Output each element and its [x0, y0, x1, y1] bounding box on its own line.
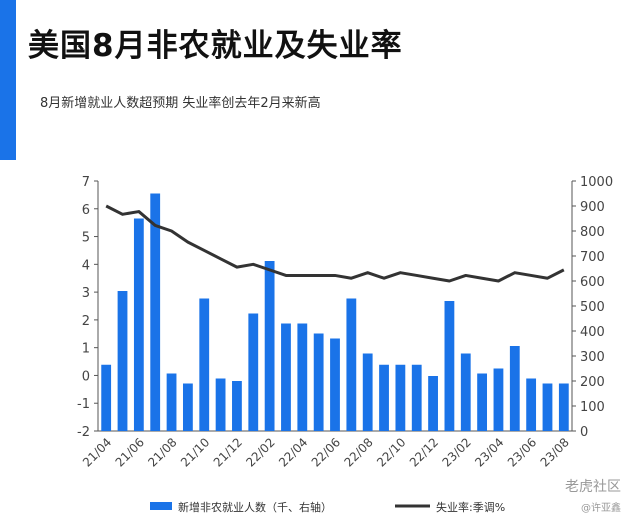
- left-tick-label: 2: [82, 314, 90, 329]
- left-tick-label: -2: [77, 425, 90, 440]
- bar: [362, 353, 373, 431]
- x-tick-label: 22/02: [243, 435, 277, 469]
- x-tick-label: 22/06: [309, 435, 343, 469]
- legend-bar-label: 新增非农就业人数（千、右轴）: [178, 500, 332, 514]
- bar: [460, 353, 471, 431]
- bar: [182, 383, 193, 431]
- left-tick-label: 7: [82, 175, 90, 190]
- bar: [477, 373, 488, 431]
- bar: [313, 333, 324, 431]
- x-tick-label: 22/12: [407, 435, 441, 469]
- left-tick-label: 6: [82, 203, 90, 218]
- bar: [297, 323, 308, 431]
- bar: [232, 381, 242, 431]
- bar: [264, 261, 275, 431]
- x-tick-label: 21/04: [80, 435, 114, 469]
- bar: [166, 373, 177, 431]
- x-tick-label: 22/10: [374, 435, 408, 469]
- x-tick-label: 22/04: [276, 435, 310, 469]
- right-tick-label: 800: [580, 225, 605, 240]
- bar: [248, 313, 259, 431]
- bar: [281, 323, 291, 431]
- left-tick-label: 1: [82, 342, 90, 357]
- right-tick-label: 700: [580, 250, 605, 265]
- bar: [558, 383, 569, 431]
- unemployment-line: [105, 204, 565, 283]
- bar: [101, 364, 112, 431]
- x-tick-label: 21/12: [211, 435, 245, 469]
- bar: [509, 346, 520, 431]
- x-tick-label: 23/02: [440, 435, 474, 469]
- bar: [395, 364, 406, 431]
- x-tick-label: 21/06: [113, 435, 147, 469]
- left-tick-label: 4: [82, 258, 90, 273]
- bar: [330, 338, 340, 431]
- x-tick-label: 22/08: [341, 435, 375, 469]
- page-title: 美国8月非农就业及失业率: [28, 28, 403, 64]
- right-tick-label: 100: [580, 400, 605, 415]
- bar: [346, 298, 357, 431]
- bar: [215, 378, 226, 431]
- page-subtitle: 8月新增就业人数超预期 失业率创去年2月来新高: [40, 96, 321, 111]
- bar: [117, 291, 128, 431]
- right-tick-label: 300: [580, 350, 605, 365]
- x-tick-label: 23/06: [505, 435, 539, 469]
- x-tick-label: 23/08: [538, 435, 572, 469]
- x-tick-label: 21/08: [145, 435, 179, 469]
- bar: [428, 376, 438, 431]
- bar: [150, 193, 161, 431]
- left-tick-label: -1: [77, 397, 90, 412]
- left-tick-label: 3: [82, 286, 90, 301]
- bar: [199, 298, 210, 431]
- bar: [493, 368, 504, 431]
- accent-bar: [0, 0, 16, 160]
- bar: [542, 383, 553, 431]
- right-tick-label: 600: [580, 275, 605, 290]
- legend-bar-swatch: [150, 502, 172, 510]
- bar: [526, 378, 537, 431]
- bar: [379, 364, 389, 431]
- right-tick-label: 1000: [580, 175, 613, 190]
- bar: [444, 301, 455, 431]
- watermark-user: @许亚鑫: [581, 503, 621, 514]
- watermark-text: 老虎社区: [565, 479, 621, 495]
- right-tick-label: 0: [580, 425, 588, 440]
- bar: [411, 364, 422, 431]
- left-tick-label: 0: [82, 369, 90, 384]
- right-tick-label: 500: [580, 300, 605, 315]
- left-tick-label: 5: [82, 231, 90, 246]
- right-tick-label: 400: [580, 325, 605, 340]
- bar: [133, 218, 144, 431]
- right-tick-label: 200: [580, 375, 605, 390]
- x-tick-label: 23/04: [472, 435, 506, 469]
- x-tick-label: 21/10: [178, 435, 212, 469]
- legend-line-label: 失业率:季调%: [436, 500, 505, 514]
- right-tick-label: 900: [580, 200, 605, 215]
